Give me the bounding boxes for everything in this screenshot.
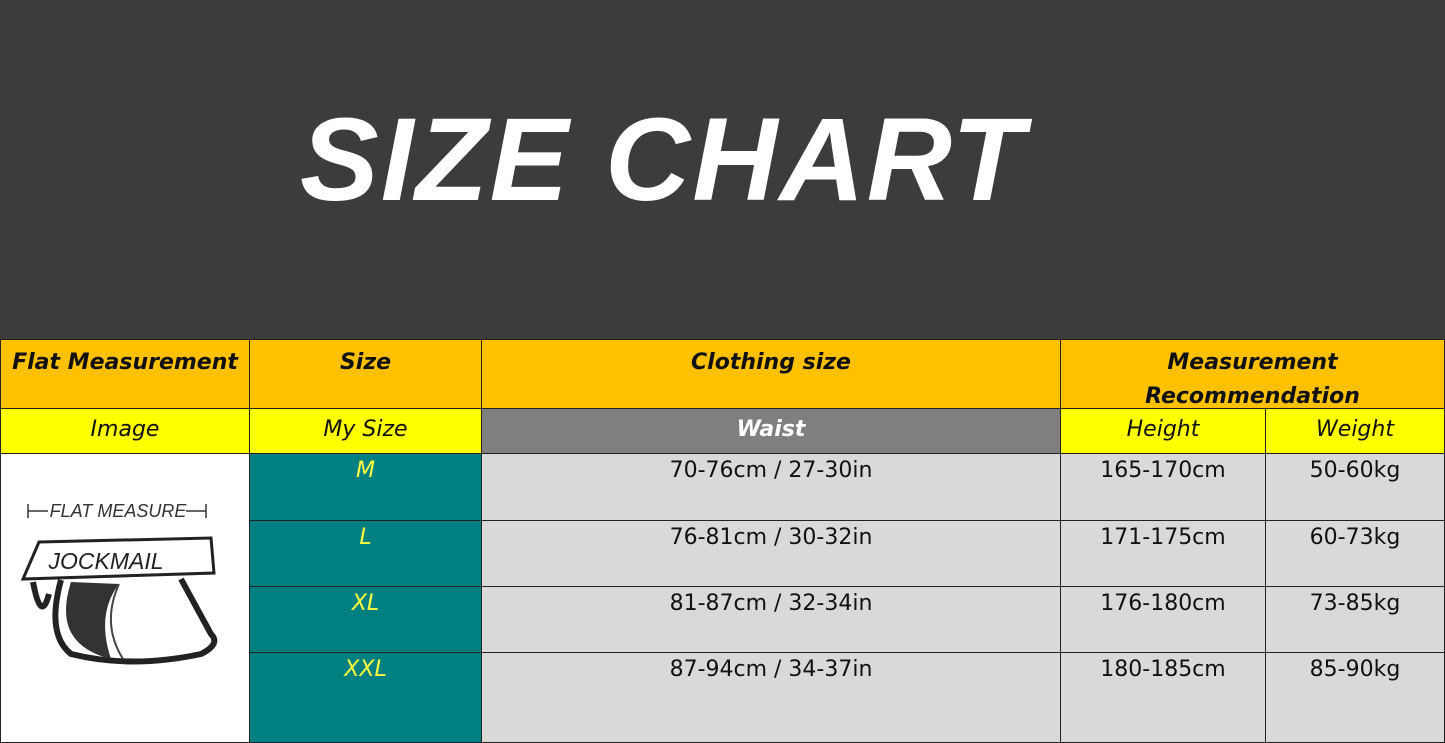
size-cell: XL — [249, 586, 482, 653]
height-cell: 176-180cm — [1060, 586, 1266, 653]
page-title: SIZE CHART — [300, 94, 1026, 226]
waist-cell: 70-76cm / 27-30in — [481, 453, 1061, 521]
header-measurement-recommendation: Measurement Recommendation — [1060, 339, 1445, 409]
flat-measure-caption: FLAT MEASURE — [50, 501, 188, 521]
product-image-cell: FLAT MEASURE JOCKMAIL — [0, 453, 250, 743]
height-cell: 171-175cm — [1060, 520, 1266, 587]
waist-cell: 81-87cm / 32-34in — [481, 586, 1061, 653]
title-banner: SIZE CHART — [0, 0, 1445, 339]
subheader-height: Height — [1060, 408, 1266, 454]
subheader-my-size: My Size — [249, 408, 482, 454]
brand-label: JOCKMAIL — [47, 548, 163, 574]
header-clothing-size: Clothing size — [481, 339, 1061, 409]
height-cell: 165-170cm — [1060, 453, 1266, 521]
subheader-weight: Weight — [1265, 408, 1445, 454]
weight-cell: 60-73kg — [1265, 520, 1445, 587]
height-cell: 180-185cm — [1060, 652, 1266, 743]
weight-cell: 50-60kg — [1265, 453, 1445, 521]
weight-cell: 85-90kg — [1265, 652, 1445, 743]
waist-cell: 76-81cm / 30-32in — [481, 520, 1061, 587]
header-size: Size — [249, 339, 482, 409]
waist-cell: 87-94cm / 34-37in — [481, 652, 1061, 743]
subheader-image: Image — [0, 408, 250, 454]
weight-cell: 73-85kg — [1265, 586, 1445, 653]
jockstrap-illustration: FLAT MEASURE JOCKMAIL — [20, 501, 218, 665]
subheader-waist: Waist — [481, 408, 1061, 454]
size-cell: L — [249, 520, 482, 587]
size-cell: XXL — [249, 652, 482, 743]
size-cell: M — [249, 453, 482, 521]
header-flat-measurement: Flat Measurement — [0, 339, 250, 409]
